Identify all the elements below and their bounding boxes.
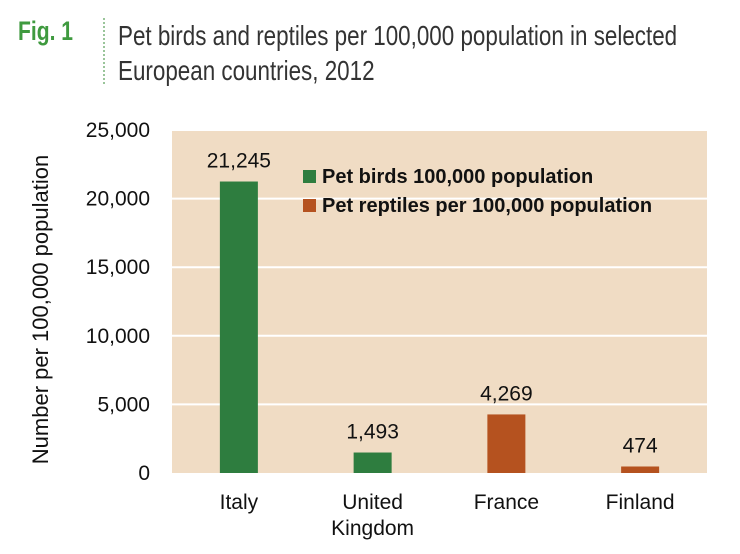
- x-category-label: United: [342, 491, 403, 514]
- data-label: 474: [623, 434, 658, 457]
- bar-birds-0: [219, 181, 258, 473]
- bar-reptiles-2: [487, 414, 526, 473]
- legend-entry: Pet reptiles per 100,000 population: [322, 195, 652, 217]
- title-divider: [103, 18, 105, 84]
- legend-swatch: [303, 170, 316, 183]
- y-tick-label: 20,000: [86, 188, 150, 211]
- x-category-label: France: [474, 491, 539, 514]
- legend-swatch: [303, 199, 316, 212]
- y-tick-label: 5,000: [97, 393, 150, 416]
- data-label: 4,269: [480, 382, 533, 405]
- chart-title: Pet birds and reptiles per 100,000 popul…: [118, 20, 678, 86]
- y-tick-label: 15,000: [86, 256, 150, 279]
- bar-reptiles-3: [621, 466, 660, 473]
- x-category-label: Finland: [606, 491, 675, 514]
- x-category-label: Kingdom: [331, 517, 414, 540]
- bar-birds-1: [353, 452, 392, 473]
- figure-label: Fig. 1: [18, 16, 74, 46]
- y-tick-label: 25,000: [86, 119, 150, 142]
- y-axis-ticks: 0 5,000 10,000 15,000 20,000 25,000: [86, 119, 150, 485]
- y-tick-label: 10,000: [86, 325, 150, 348]
- y-tick-label: 0: [138, 462, 150, 485]
- data-label: 21,245: [207, 150, 271, 173]
- data-label: 1,493: [346, 421, 399, 444]
- plot-area: [172, 130, 707, 473]
- bars: [219, 181, 660, 473]
- x-category-label: Italy: [220, 491, 259, 514]
- legend-entry: Pet birds 100,000 population: [322, 166, 593, 188]
- data-labels: 21,245 1,493 4,269 474: [207, 150, 658, 458]
- x-axis-categories: Italy United Kingdom France Finland: [220, 491, 675, 540]
- legend: Pet birds 100,000 population Pet reptiles…: [303, 166, 652, 217]
- y-axis-label: Number per 100,000 population: [28, 155, 53, 464]
- gridlines: [172, 129, 707, 406]
